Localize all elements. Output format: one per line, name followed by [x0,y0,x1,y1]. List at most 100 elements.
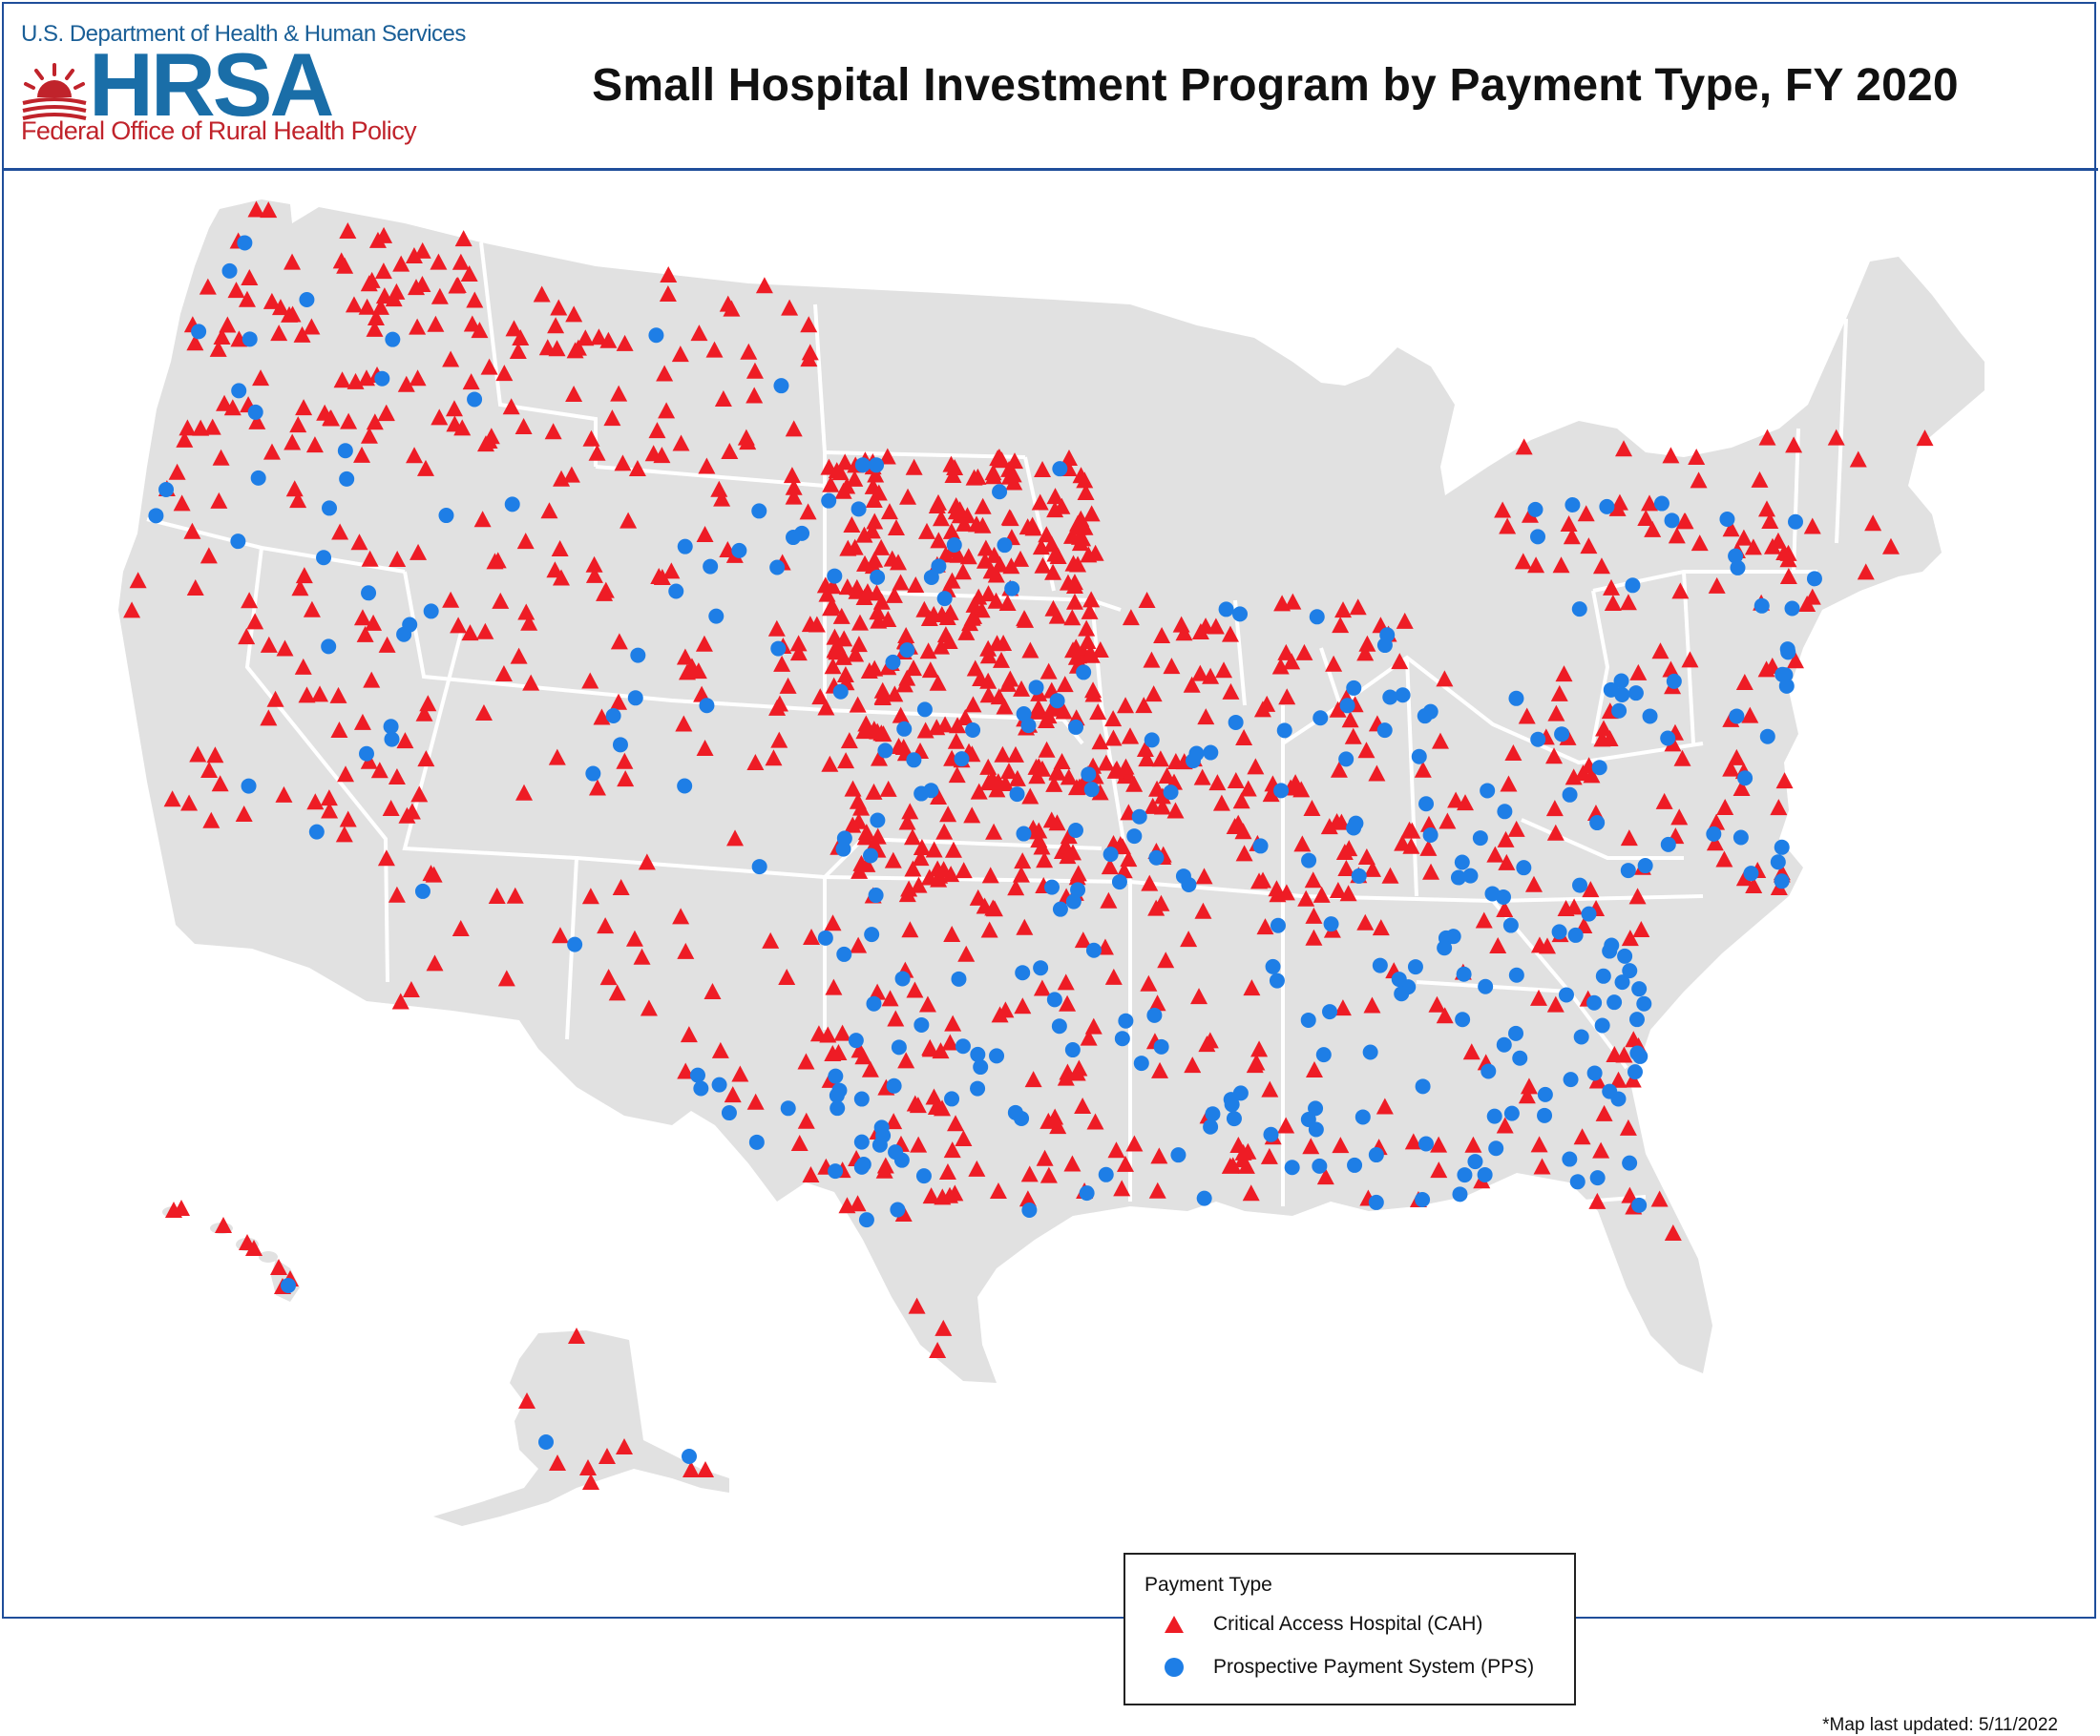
cah-marker [968,1160,986,1177]
cah-marker [332,252,350,269]
pps-marker [1486,1108,1502,1124]
cah-marker [855,722,873,740]
cah-marker [1198,1035,1216,1053]
cah-marker [984,899,1002,916]
cah-marker [1060,827,1078,845]
pps-marker [358,745,374,762]
cah-marker [392,255,410,272]
pps-marker [1301,852,1317,868]
cah-marker [339,810,357,827]
cah-marker [1332,1137,1350,1154]
pps-marker [1028,680,1044,696]
cah-marker [954,563,972,580]
pps-marker [1224,1097,1240,1113]
cah-marker [1082,644,1100,661]
cah-marker [329,686,347,703]
cah-marker [1235,845,1253,862]
cah-marker [512,328,530,345]
cah-marker [767,619,786,637]
pps-marker [915,1168,932,1184]
cah-marker [1215,661,1233,679]
pps-marker [1653,495,1670,512]
cah-marker [906,981,924,998]
cah-marker [850,1041,869,1058]
cah-marker [778,969,796,986]
cah-marker [1048,763,1066,781]
cah-marker [585,566,603,583]
cah-marker [848,582,866,599]
pps-marker [1562,786,1578,803]
cah-marker [1436,1007,1454,1024]
pps-marker [1339,698,1355,714]
cah-marker [680,1026,698,1043]
cah-marker [1212,794,1230,811]
cah-marker [1256,918,1274,935]
pps-marker [923,569,939,585]
cah-marker [189,745,207,763]
sun-icon [21,63,88,120]
pps-marker [853,1159,870,1175]
cah-marker [1881,537,1900,554]
cah-marker [951,501,969,518]
pps-marker [944,1091,960,1107]
cah-marker [1462,1043,1480,1060]
cah-marker [1785,436,1803,453]
cah-marker [488,888,506,905]
pps-marker [1068,719,1084,735]
cah-marker [785,478,803,495]
cah-marker [370,762,388,779]
pps-marker [605,707,621,723]
cah-marker [1001,510,1019,527]
cah-marker [614,454,632,471]
pps-marker [1188,745,1205,762]
cah-marker [305,436,324,453]
cah-marker [276,639,294,657]
cah-marker [382,800,400,817]
pps-marker [1530,529,1546,545]
cah-marker [628,460,646,477]
cah-marker [1722,520,1740,537]
pps-marker [1788,513,1804,530]
cah-marker [1107,1141,1125,1159]
cah-marker [353,609,371,626]
map-area: Payment Type Critical Access Hospital (C… [4,171,2098,1735]
cah-marker [1012,550,1030,567]
cah-marker [1438,812,1457,829]
cah-marker [984,464,1002,481]
cah-marker [1065,576,1083,594]
cah-marker [295,567,313,584]
cah-marker [1603,578,1621,596]
cah-marker [1670,808,1689,826]
cah-marker [210,492,228,509]
cah-marker [894,738,913,755]
cah-marker [828,643,846,660]
cah-marker [593,708,611,725]
pps-marker [1422,827,1438,844]
cah-marker [1316,1168,1334,1185]
cah-marker [1624,1071,1642,1088]
pps-marker [627,690,643,706]
cah-marker [620,512,638,529]
pps-marker [1620,863,1636,879]
cah-marker [1242,1184,1260,1202]
cah-marker [168,463,186,480]
cah-marker [943,925,961,942]
cah-marker [1045,775,1063,792]
cah-marker [949,717,967,734]
cah-marker [1376,1098,1394,1115]
cah-marker [1091,784,1109,801]
cah-marker [1074,1098,1092,1115]
cah-marker [809,1025,828,1042]
cah-marker [540,502,558,519]
cah-marker [482,428,500,445]
pps-marker [1780,644,1796,660]
pps-marker [1144,732,1160,748]
cah-marker [746,1093,765,1110]
cah-marker [1014,852,1032,869]
pps-marker [1368,1194,1384,1210]
cah-marker [770,731,788,748]
pps-marker [1594,1017,1610,1034]
cah-marker [1305,929,1323,946]
cah-marker [1148,780,1166,797]
pps-marker [567,936,583,952]
